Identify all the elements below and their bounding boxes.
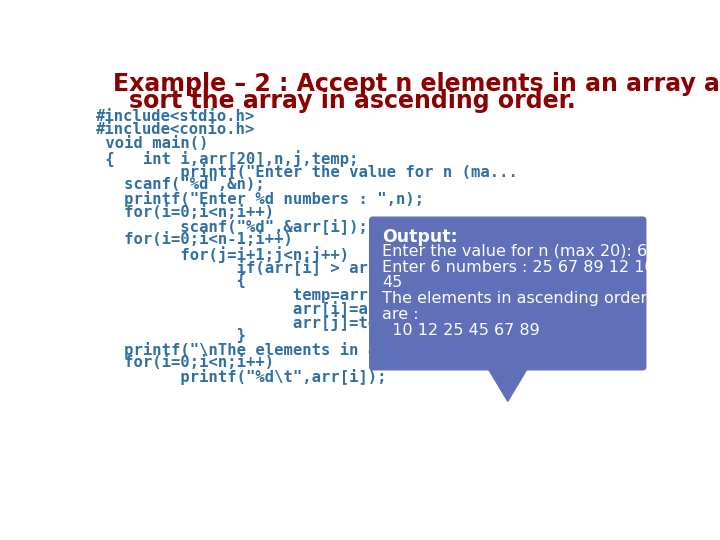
- FancyBboxPatch shape: [369, 217, 647, 370]
- Text: {   int i,arr[20],n,j,temp;: { int i,arr[20],n,j,temp;: [96, 150, 359, 167]
- Text: for(i=0;i<n;i++): for(i=0;i<n;i++): [96, 205, 274, 220]
- Polygon shape: [486, 365, 529, 401]
- Text: printf("Enter %d numbers : ",n);: printf("Enter %d numbers : ",n);: [96, 191, 424, 207]
- Text: scanf("%d",&n);: scanf("%d",&n);: [96, 177, 265, 192]
- Text: Output:: Output:: [382, 228, 458, 246]
- Text: sort the array in ascending order.: sort the array in ascending order.: [129, 90, 575, 113]
- Text: void main(): void main(): [96, 136, 209, 151]
- Text: Example – 2 : Accept n elements in an array and: Example – 2 : Accept n elements in an ar…: [113, 72, 720, 97]
- Text: arr[j]=temp;: arr[j]=temp;: [96, 314, 405, 331]
- Text: temp=arr[i];: temp=arr[i];: [96, 287, 405, 303]
- Text: {: {: [96, 273, 246, 288]
- Text: #include<stdio.h>: #include<stdio.h>: [96, 109, 256, 124]
- Text: The elements in ascending order: The elements in ascending order: [382, 291, 647, 306]
- Text: arr[i]=arr[j];: arr[i]=arr[j];: [96, 301, 424, 318]
- Text: if(arr[i] > arr[j]): if(arr[i] > arr[j]): [96, 259, 415, 276]
- Text: #include<conio.h>: #include<conio.h>: [96, 123, 256, 137]
- Text: printf("%d\t",arr[i]);: printf("%d\t",arr[i]);: [96, 369, 387, 385]
- Text: for(i=0;i<n;i++): for(i=0;i<n;i++): [96, 355, 274, 370]
- Text: Enter 6 numbers : 25 67 89 12 10: Enter 6 numbers : 25 67 89 12 10: [382, 260, 654, 275]
- Text: for(j=i+1;j<n;j++): for(j=i+1;j<n;j++): [96, 246, 349, 262]
- Text: printf("Enter the value for n (ma...: printf("Enter the value for n (ma...: [96, 164, 518, 179]
- Text: 45: 45: [382, 275, 402, 291]
- Text: 10 12 25 45 67 89: 10 12 25 45 67 89: [382, 323, 540, 338]
- Text: for(i=0;i<n-1;i++): for(i=0;i<n-1;i++): [96, 232, 293, 247]
- Text: Enter the value for n (max 20): 6: Enter the value for n (max 20): 6: [382, 244, 647, 259]
- Text: are :: are :: [382, 307, 419, 322]
- Text: }: }: [96, 328, 246, 343]
- Text: printf("\nThe elements in ascending o...: printf("\nThe elements in ascending o...: [96, 342, 500, 357]
- Text: scanf("%d",&arr[i]);: scanf("%d",&arr[i]);: [96, 218, 368, 234]
